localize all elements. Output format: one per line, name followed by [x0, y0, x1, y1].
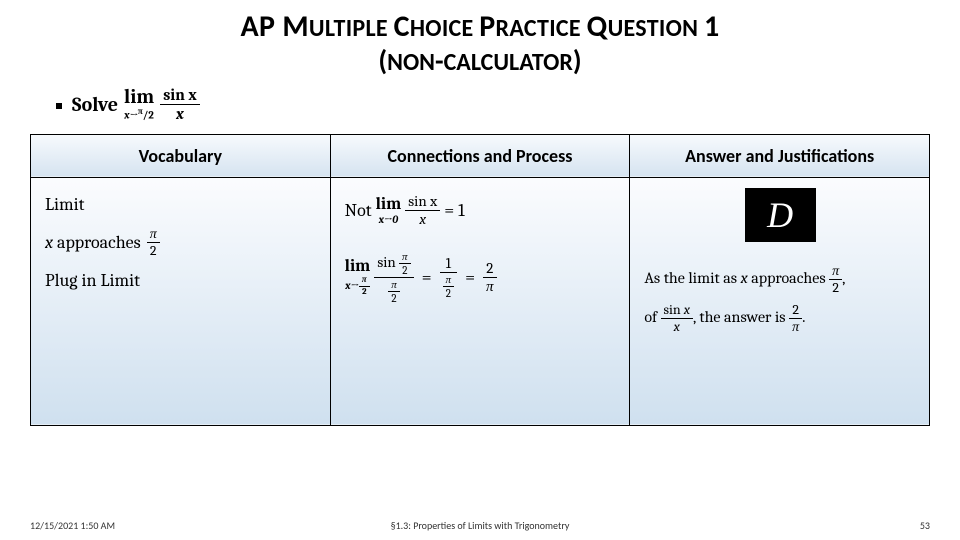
answer-badge-wrap: D: [644, 188, 917, 242]
connection-row-2: lim x→π2 sin π 2: [345, 251, 618, 304]
col-answer: Answer and Justifications: [630, 134, 930, 177]
footer-timestamp: 12/15/2021 1:50 AM: [30, 519, 115, 532]
limit-operator: lim x→π/2: [124, 87, 154, 121]
connection-row-1: Not lim x→0 sin x x = 1: [345, 194, 618, 227]
problem-fraction: sin x x: [160, 87, 200, 122]
problem-statement: Solve lim x→π/2 sin x x: [0, 83, 960, 126]
content-table: Vocabulary Connections and Process Answe…: [30, 134, 930, 426]
title-line-2: (NON-CALCULATOR): [40, 45, 920, 77]
footer-page-number: 53: [920, 519, 930, 532]
col-connections: Connections and Process: [330, 134, 630, 177]
title-line-1: AP MULTIPLE CHOICE PRACTICE QUESTION 1: [40, 10, 920, 45]
cell-vocabulary: Limit x approaches π 2 Plug in Limit: [31, 177, 331, 425]
vocab-approaches: x approaches π 2: [45, 227, 318, 258]
slide-title: AP MULTIPLE CHOICE PRACTICE QUESTION 1 (…: [0, 0, 960, 83]
footer-section: §1.3: Properties of Limits with Trigonom…: [391, 519, 570, 532]
solve-label: Solve: [72, 93, 118, 116]
table-header-row: Vocabulary Connections and Process Answe…: [31, 134, 930, 177]
bullet-icon: [56, 103, 62, 109]
pi-over-2-fraction: π 2: [147, 227, 160, 258]
answer-justification: As the limit as x approaches π 2 , of si…: [644, 264, 917, 334]
answer-badge: D: [745, 188, 816, 242]
slide-footer: 12/15/2021 1:50 AM §1.3: Properties of L…: [30, 519, 930, 532]
table-content-row: Limit x approaches π 2 Plug in Limit Not: [31, 177, 930, 425]
cell-connections: Not lim x→0 sin x x = 1 lim: [330, 177, 630, 425]
cell-answer: D As the limit as x approaches π 2 , of: [630, 177, 930, 425]
vocab-limit: Limit: [45, 194, 318, 215]
vocab-plugin: Plug in Limit: [45, 270, 318, 291]
col-vocabulary: Vocabulary: [31, 134, 331, 177]
